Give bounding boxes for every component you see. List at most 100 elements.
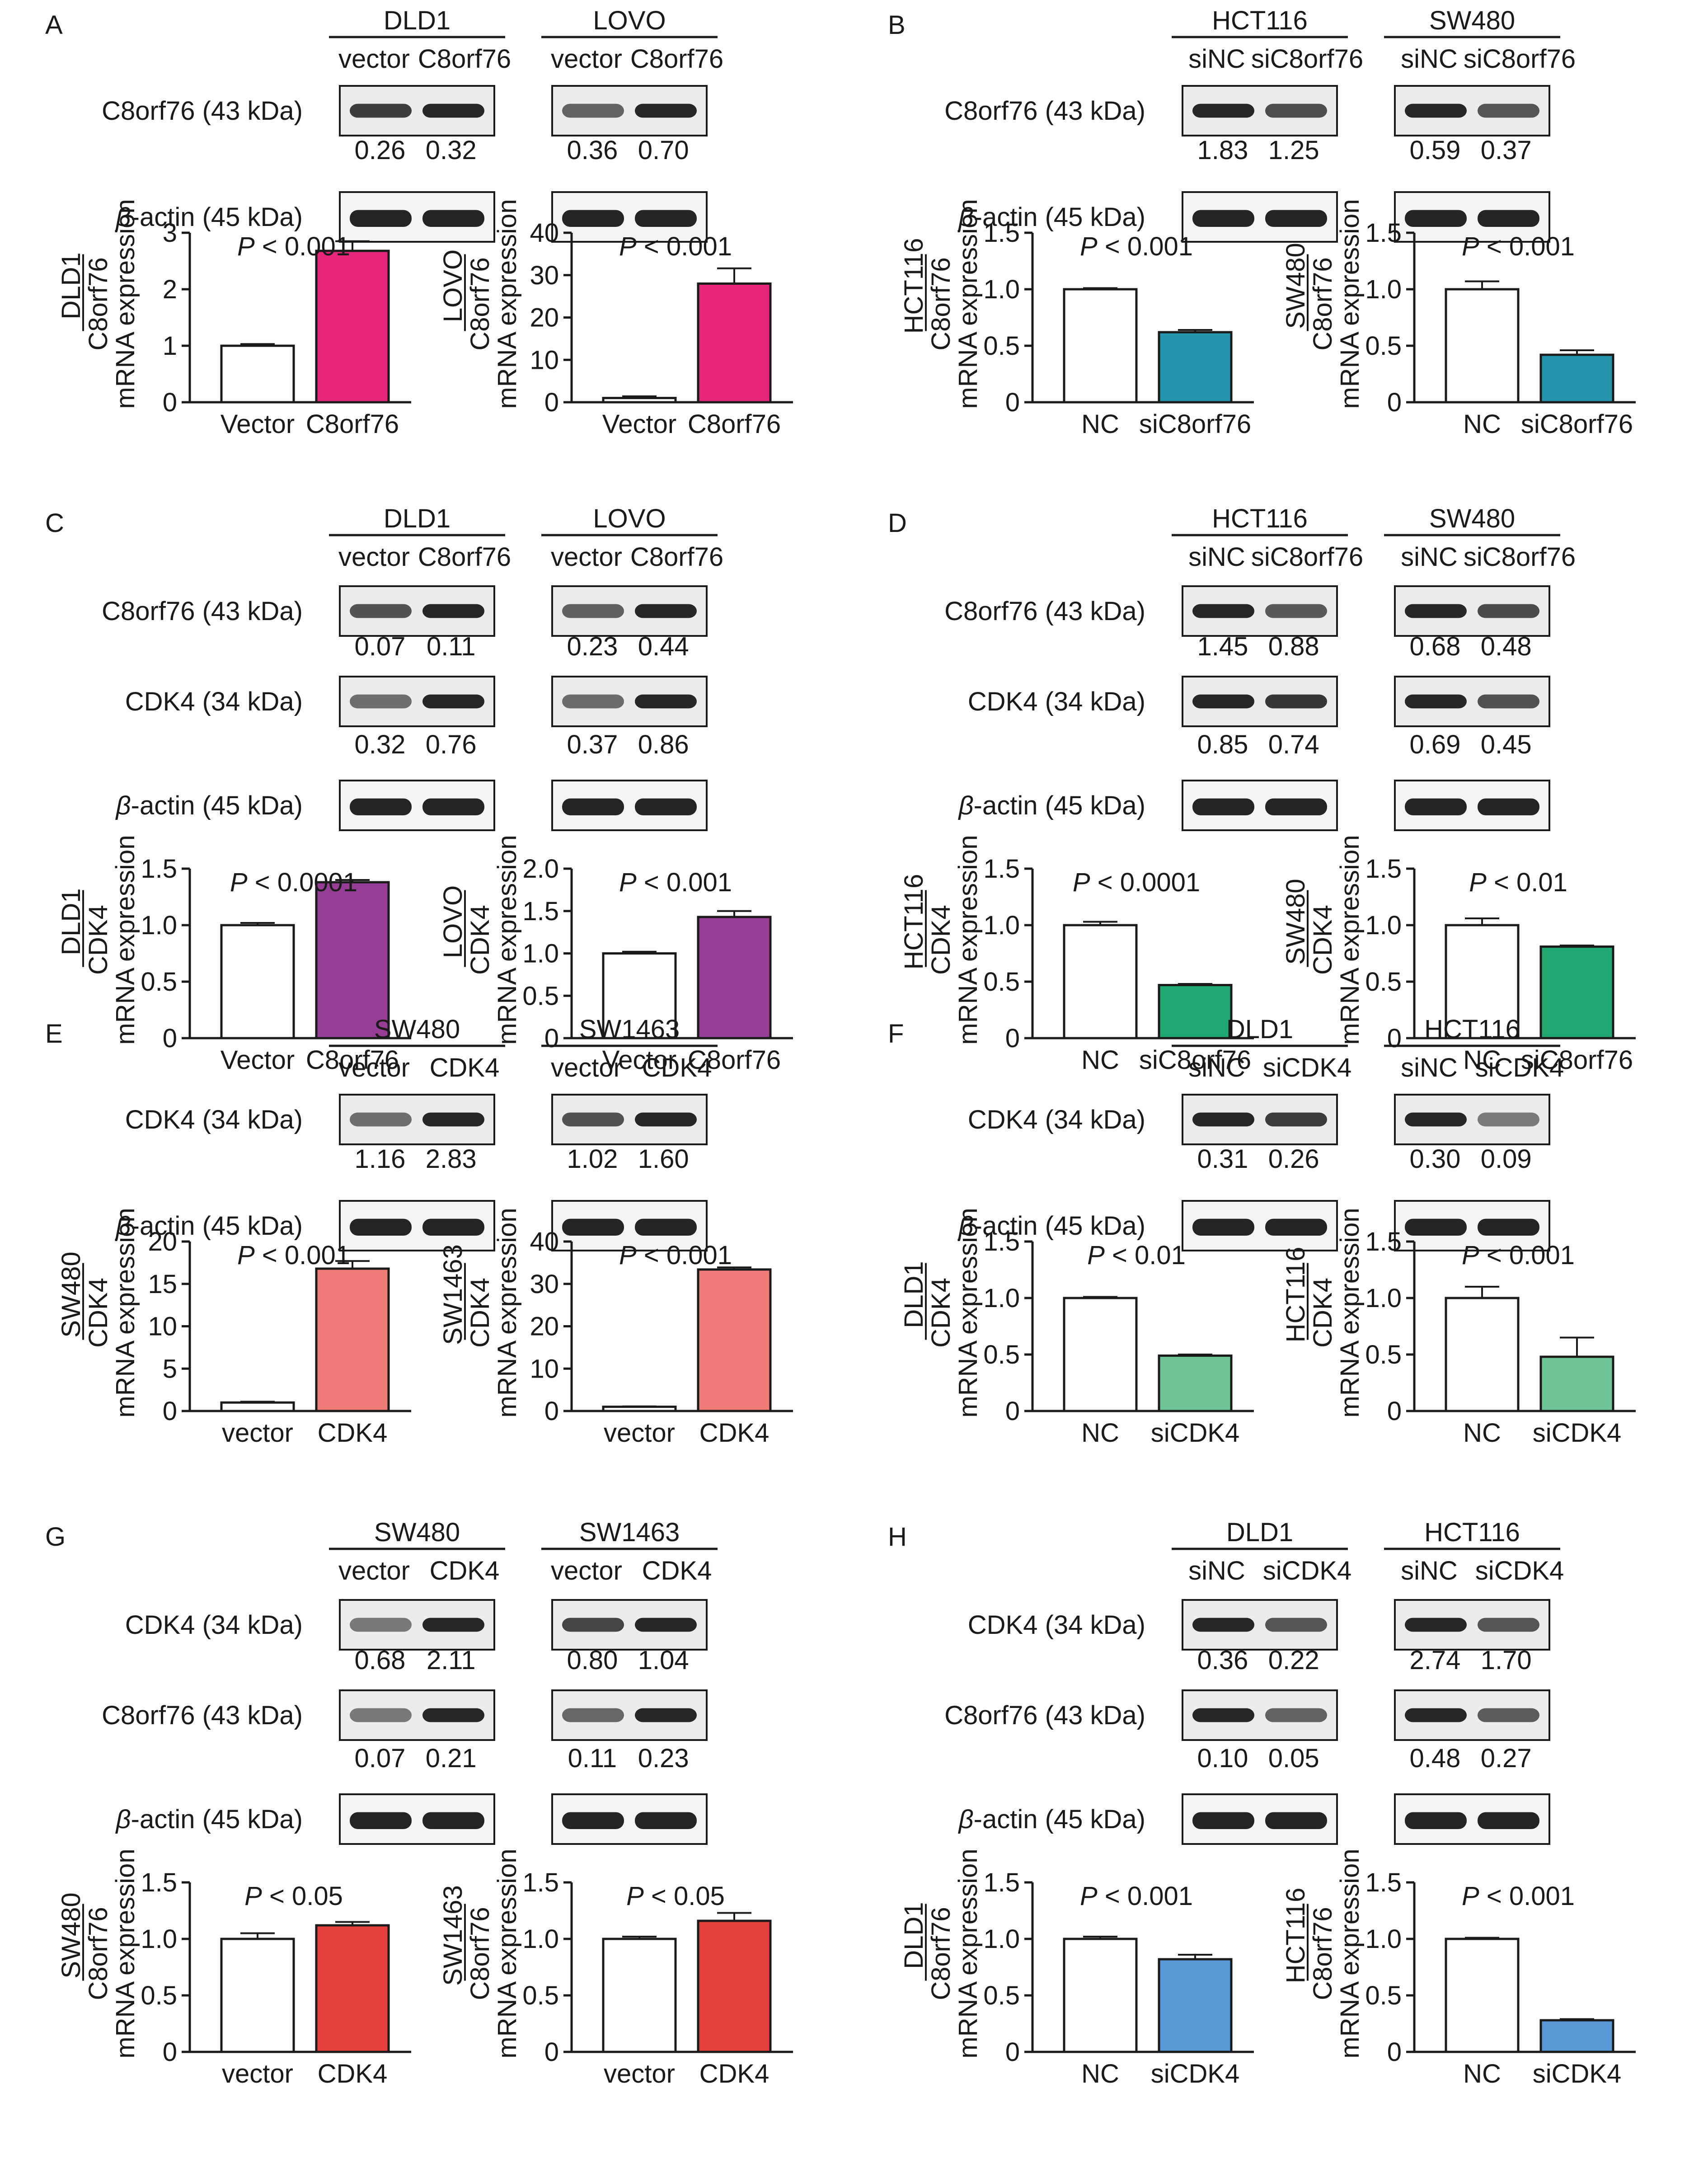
x-tick-label: siC8orf76 [1521, 409, 1633, 439]
band-quantification: 1.70 [1481, 1646, 1532, 1675]
western-blot-image [339, 191, 495, 243]
y-axis-label-cell-line: SW480 [56, 1251, 86, 1337]
cell-line-label: SW1463 [579, 1518, 680, 1547]
y-tick-label: 0 [1005, 1024, 1020, 1053]
panel-letter: G [45, 1522, 66, 1552]
y-axis-label-measure: mRNA expression [493, 835, 522, 1044]
cell-line-label: DLD1 [384, 6, 450, 35]
y-tick-label: 0 [544, 1397, 559, 1426]
blot-band [350, 103, 412, 118]
bar-sic8orf76 [1158, 331, 1233, 404]
y-axis-label-cell-line: HCT116 [899, 238, 929, 334]
blot-band [422, 1708, 484, 1722]
western-blot-image [551, 780, 708, 831]
y-axis-label-gene: CDK4 [1308, 905, 1337, 975]
lane-label: siCDK4 [1475, 1053, 1564, 1082]
y-tick-label: 0.5 [983, 1981, 1020, 2010]
y-tick-label: 10 [148, 1312, 177, 1341]
band-quantification: 0.21 [426, 1744, 477, 1773]
band-quantification: 0.44 [638, 632, 689, 661]
y-tick-label: 0.5 [522, 981, 559, 1011]
blot-band [350, 1218, 412, 1236]
p-value-label: P < 0.05 [244, 1881, 343, 1911]
blot-row-label: C8orf76 (43 kDa) [102, 96, 303, 126]
y-tick-label: 1.5 [983, 1227, 1020, 1256]
y-tick-label: 0.5 [983, 331, 1020, 361]
bar-sic8orf76 [1539, 353, 1614, 404]
lane-label: C8orf76 [630, 542, 723, 572]
western-blot-image [1394, 1094, 1550, 1145]
panel-f: F DLD1 siNC siCDK4 HCT116 siNC siCDK4 CDK4 (34 … [888, 1015, 1636, 1448]
blot-band [562, 1708, 624, 1722]
y-tick-label: 3 [163, 218, 177, 248]
x-tick-label: CDK4 [318, 2059, 388, 2088]
band-quantification: 0.05 [1268, 1744, 1319, 1773]
western-blot-image [551, 585, 708, 637]
lane-label: vector [551, 44, 622, 74]
band-quantification: 1.60 [638, 1144, 689, 1174]
bar-nc [1445, 924, 1520, 1040]
y-axis-label-measure: mRNA expression [953, 1208, 983, 1417]
blot-band [1265, 1618, 1327, 1632]
y-tick-label: 2 [163, 275, 177, 304]
western-blot-image [1182, 1599, 1338, 1651]
cell-line-label: HCT116 [1212, 504, 1308, 533]
bar-nc [1063, 1297, 1138, 1412]
bar-cdk4 [315, 1924, 390, 2053]
y-tick-label: 1.5 [983, 218, 1020, 248]
band-quantification: 0.36 [567, 136, 618, 165]
band-quantification: 0.11 [427, 632, 476, 661]
y-tick-label: 20 [530, 1312, 559, 1341]
blot-band [635, 694, 697, 709]
lane-label: CDK4 [642, 1053, 712, 1082]
lane-label: C8orf76 [418, 44, 511, 74]
y-axis-label-measure: mRNA expression [1335, 1208, 1365, 1417]
x-tick-label: siC8orf76 [1521, 1045, 1633, 1075]
y-axis-label-cell-line: DLD1 [899, 1261, 929, 1328]
bar-c8orf76 [315, 881, 390, 1040]
p-value-label: P < 0.001 [1462, 1241, 1575, 1270]
panel-letter: H [888, 1522, 907, 1552]
y-tick-label: 0 [163, 388, 177, 417]
blot-band [1265, 103, 1327, 118]
p-value-label: P < 0.001 [619, 1241, 732, 1270]
lane-label: siNC [1401, 1053, 1458, 1082]
lane-label: vector [551, 1053, 622, 1082]
blot-band [1405, 210, 1467, 227]
y-axis-label-gene: CDK4 [84, 1278, 113, 1348]
blot-row-label: C8orf76 (43 kDa) [102, 1701, 303, 1730]
band-quantification: 0.68 [354, 1646, 405, 1675]
blot-band [1405, 103, 1467, 118]
lane-label: siC8orf76 [1251, 542, 1363, 572]
y-tick-label: 0 [1387, 2037, 1402, 2067]
blot-band [422, 694, 484, 709]
y-tick-label: 1.0 [1365, 1924, 1402, 1954]
y-tick-label: 1.5 [983, 1868, 1020, 1897]
blot-row-label: β-actin (45 kDa) [115, 791, 303, 820]
y-tick-label: 1.0 [141, 1924, 177, 1954]
blot-band [1192, 798, 1254, 815]
y-tick-label: 10 [530, 1354, 559, 1383]
western-blot-image [551, 1094, 708, 1145]
lane-label: vector [338, 44, 410, 74]
bar-nc [1445, 1938, 1520, 2053]
y-axis-label-cell-line: SW480 [1281, 243, 1310, 329]
panel-g: G SW480 vector CDK4 SW1463 vector CDK4 CDK4 (34… [45, 1518, 793, 2088]
blot-band [635, 798, 697, 815]
western-blot-image [551, 1200, 708, 1251]
p-value-label: P < 0.001 [237, 232, 350, 261]
blot-band [562, 1218, 624, 1236]
western-blot-image [1182, 191, 1338, 243]
y-axis-label-cell-line: SW1463 [438, 1244, 468, 1345]
blot-band [1478, 694, 1539, 709]
band-quantification: 0.48 [1409, 1744, 1460, 1773]
blot-band [1265, 798, 1327, 815]
band-quantification: 0.69 [1409, 730, 1460, 759]
panel-letter: E [45, 1019, 63, 1049]
blot-band [1192, 1618, 1254, 1632]
blot-row-label: CDK4 (34 kDa) [968, 1610, 1145, 1640]
p-value-label: P < 0.001 [619, 868, 732, 897]
y-tick-label: 1.5 [1365, 854, 1402, 884]
band-quantification: 0.76 [426, 730, 477, 759]
band-quantification: 1.83 [1197, 136, 1248, 165]
